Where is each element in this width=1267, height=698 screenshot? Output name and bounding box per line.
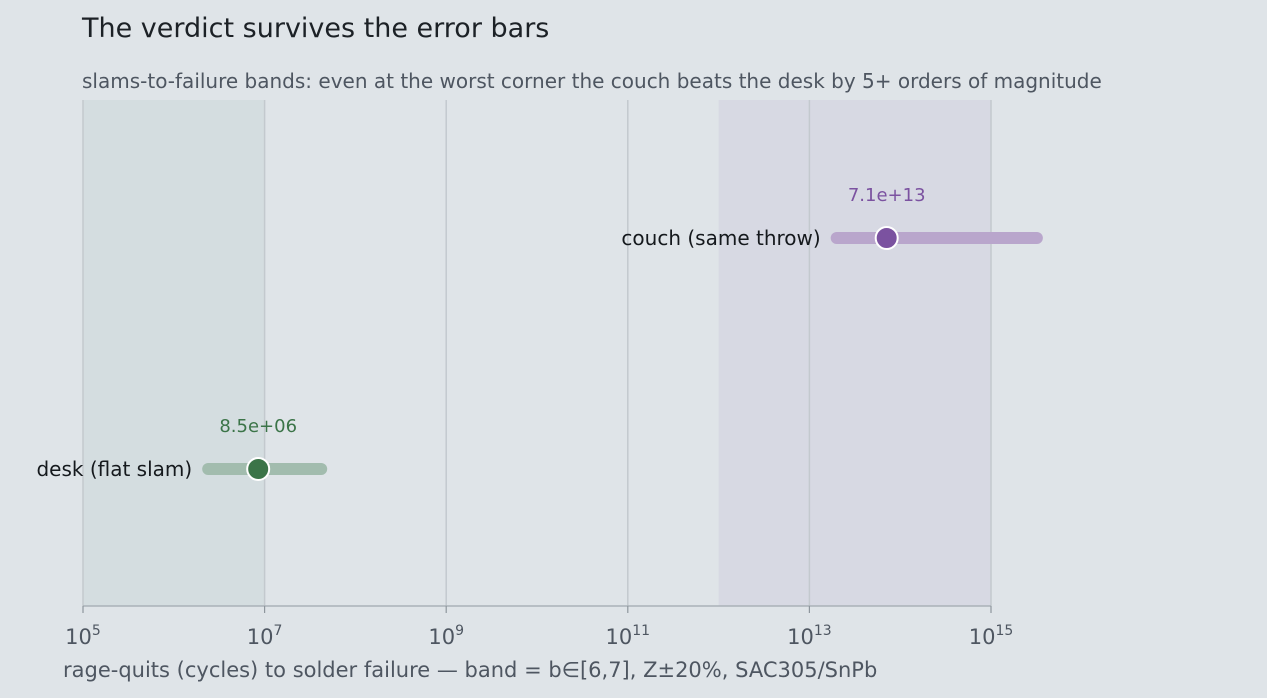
- shaded-region-1: [83, 100, 265, 606]
- x-tick-label-1: 105: [65, 623, 101, 649]
- series: 7.1e+13 couch (same throw) 8.5e+06 desk (fl…: [36, 185, 1043, 481]
- x-tick-label-2: 107: [247, 623, 283, 649]
- chart-subtitle: slams-to-failure bands: even at the wors…: [82, 69, 1102, 93]
- x-axis-ticks: 105 107 109 1011 1013 1015: [65, 606, 1013, 649]
- series-row-1: 7.1e+13 couch (same throw): [621, 185, 1043, 250]
- x-tick-label-5: 1013: [787, 623, 832, 649]
- category-label-1: couch (same throw): [621, 226, 820, 250]
- value-label-2: 8.5e+06: [219, 416, 297, 437]
- category-label-2: desk (flat slam): [36, 457, 192, 481]
- x-tick-label-4: 1011: [606, 623, 651, 649]
- shaded-regions: [83, 100, 991, 606]
- data-point-1: [874, 226, 899, 250]
- x-tick-label-3: 109: [428, 623, 464, 649]
- data-point-2: [246, 457, 271, 481]
- value-label-1: 7.1e+13: [848, 185, 926, 206]
- shaded-region-2: [718, 100, 991, 606]
- x-tick-label-6: 1015: [969, 623, 1014, 649]
- series-row-2: 8.5e+06 desk (flat slam): [36, 416, 328, 481]
- chart-title: The verdict survives the error bars: [81, 13, 549, 44]
- x-axis-label: rage-quits (cycles) to solder failure — …: [63, 658, 877, 682]
- grid: [82, 100, 992, 606]
